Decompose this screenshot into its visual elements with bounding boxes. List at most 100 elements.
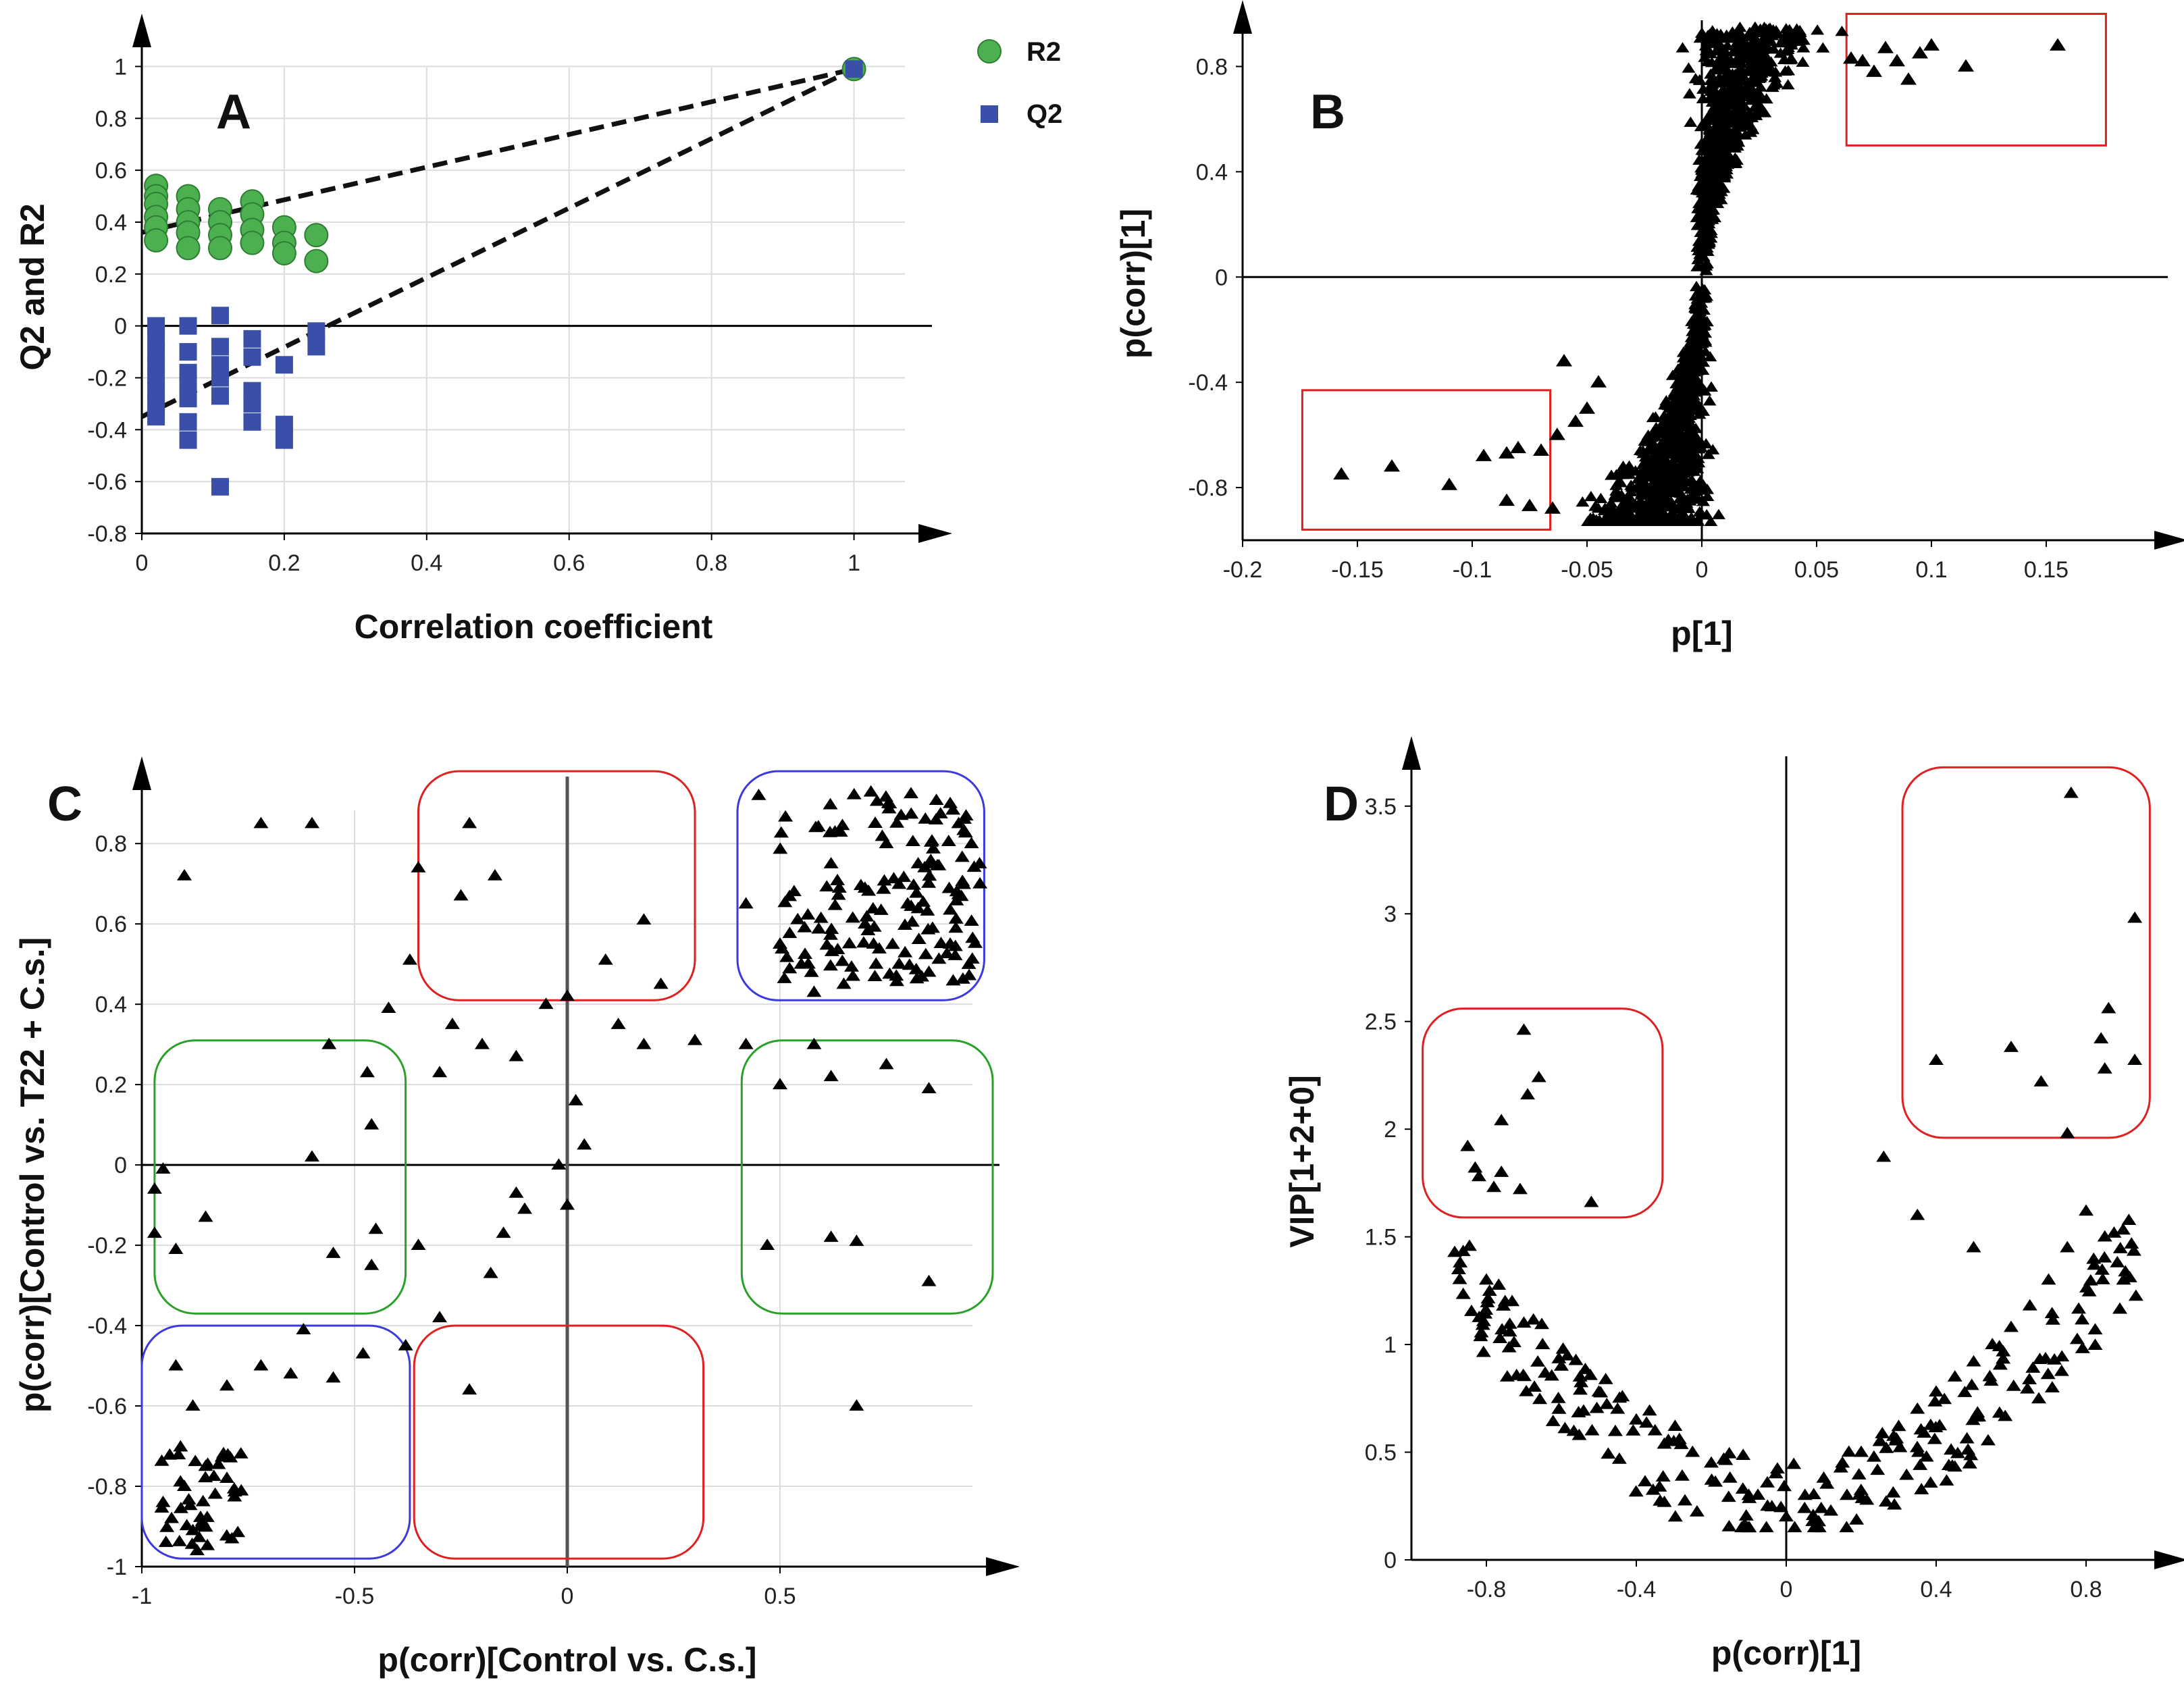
- y-tick-label: 1: [1384, 1332, 1397, 1358]
- variable-point: [1496, 1299, 1511, 1311]
- variable-point: [2101, 1001, 2116, 1014]
- variable-point: [496, 1226, 511, 1238]
- highlight-box: [140, 1324, 411, 1560]
- variable-point: [2112, 1242, 2128, 1253]
- q2-point: [211, 387, 229, 405]
- variable-point: [917, 860, 933, 872]
- variable-point: [925, 921, 940, 933]
- variable-point: [1823, 1504, 1839, 1516]
- dense-cloud-point: [1698, 319, 1712, 330]
- variable-point: [1721, 1519, 1737, 1532]
- legend-r2-label: R2: [1026, 37, 1061, 67]
- variable-point: [956, 877, 971, 889]
- variable-point: [1515, 1368, 1531, 1380]
- variable-point: [2004, 1320, 2019, 1332]
- dense-cloud-point: [1682, 386, 1696, 396]
- variable-point: [1843, 51, 1859, 64]
- variable-point: [751, 788, 766, 800]
- dense-cloud-point: [1584, 490, 1598, 502]
- variable-point: [914, 970, 929, 982]
- variable-point: [253, 816, 269, 829]
- variable-point: [1910, 1208, 1925, 1220]
- dense-cloud-point: [1684, 116, 1698, 127]
- y-tick-label: 0.5: [1365, 1440, 1397, 1466]
- dense-cloud-point: [1696, 312, 1710, 323]
- variable-point: [921, 1082, 937, 1094]
- variable-point: [964, 952, 980, 964]
- variable-point: [398, 1338, 413, 1351]
- variable-point: [873, 904, 889, 915]
- dense-cloud-point: [1811, 24, 1825, 35]
- variable-point: [1841, 1445, 1856, 1457]
- variable-point: [947, 939, 963, 951]
- variable-point: [885, 937, 900, 949]
- variable-point: [194, 1514, 210, 1526]
- variable-point: [1913, 1458, 1928, 1470]
- variable-point: [1923, 1476, 1938, 1488]
- dense-cloud-point: [1747, 76, 1761, 87]
- dense-cloud-point: [1661, 399, 1675, 411]
- dense-cloud-point: [1693, 333, 1707, 344]
- y-axis-label: VIP[1+2+0]: [1283, 1075, 1321, 1248]
- variable-point: [1923, 1418, 1938, 1430]
- variable-point: [1910, 1440, 1925, 1453]
- variable-point: [823, 959, 838, 971]
- variable-point: [782, 889, 798, 901]
- variable-point: [1463, 1305, 1479, 1316]
- variable-point: [1811, 1515, 1827, 1527]
- dense-cloud-point: [1692, 154, 1707, 165]
- dense-cloud-point: [1665, 434, 1680, 446]
- variable-point: [1787, 1521, 1802, 1533]
- variable-point: [1476, 448, 1492, 461]
- panel-label: B: [1310, 85, 1345, 139]
- variable-point: [1478, 1303, 1494, 1315]
- variable-point: [889, 816, 905, 828]
- variable-point: [1927, 1432, 1942, 1444]
- x-tick-label: -0.8: [1467, 1577, 1507, 1602]
- y-tick-label: 0.6: [95, 158, 127, 184]
- dense-cloud-point: [1699, 45, 1713, 55]
- legend-q2-marker: [981, 105, 998, 123]
- variable-point: [610, 1018, 626, 1029]
- variable-point: [234, 1484, 249, 1496]
- variable-point: [2097, 1062, 2112, 1074]
- dense-cloud-point: [1722, 94, 1736, 105]
- variable-point: [1653, 1494, 1668, 1506]
- q2-point: [845, 60, 863, 78]
- dense-cloud-point: [1796, 56, 1810, 67]
- variable-point: [1535, 1338, 1551, 1350]
- variable-point: [1572, 1383, 1588, 1395]
- r2-point: [240, 230, 265, 255]
- dense-cloud-point: [1713, 144, 1727, 155]
- dense-cloud-point: [1616, 461, 1630, 471]
- dense-cloud-point: [1682, 444, 1696, 456]
- variable-point: [283, 1367, 298, 1379]
- variable-point: [223, 1450, 238, 1463]
- variable-point: [1545, 1415, 1561, 1426]
- variable-point: [830, 874, 846, 885]
- variable-point: [1486, 1180, 1502, 1193]
- dense-cloud-point: [1717, 130, 1732, 141]
- dense-cloud-point: [1692, 322, 1707, 333]
- variable-point: [845, 911, 860, 923]
- variable-point: [444, 1018, 460, 1029]
- dense-cloud-point: [1704, 381, 1718, 392]
- variable-point: [911, 933, 927, 944]
- variable-point: [1900, 72, 1917, 85]
- dense-cloud-point: [1695, 27, 1709, 38]
- variable-point: [836, 977, 852, 989]
- variable-point: [1447, 1245, 1463, 1257]
- y-tick-label: -0.8: [87, 1474, 127, 1500]
- variable-point: [1461, 1239, 1477, 1251]
- variable-point: [1510, 440, 1526, 454]
- variable-point: [1551, 1391, 1566, 1403]
- x-tick-label: 0.1: [1915, 557, 1947, 583]
- dense-cloud-point: [1690, 261, 1705, 271]
- dense-cloud-point: [1690, 184, 1704, 195]
- dense-cloud-point: [1690, 402, 1704, 414]
- variable-point: [2087, 1338, 2103, 1351]
- variable-point: [1899, 1468, 1915, 1480]
- variable-point: [804, 965, 819, 977]
- variable-point: [551, 1158, 567, 1170]
- variable-point: [1516, 1023, 1532, 1035]
